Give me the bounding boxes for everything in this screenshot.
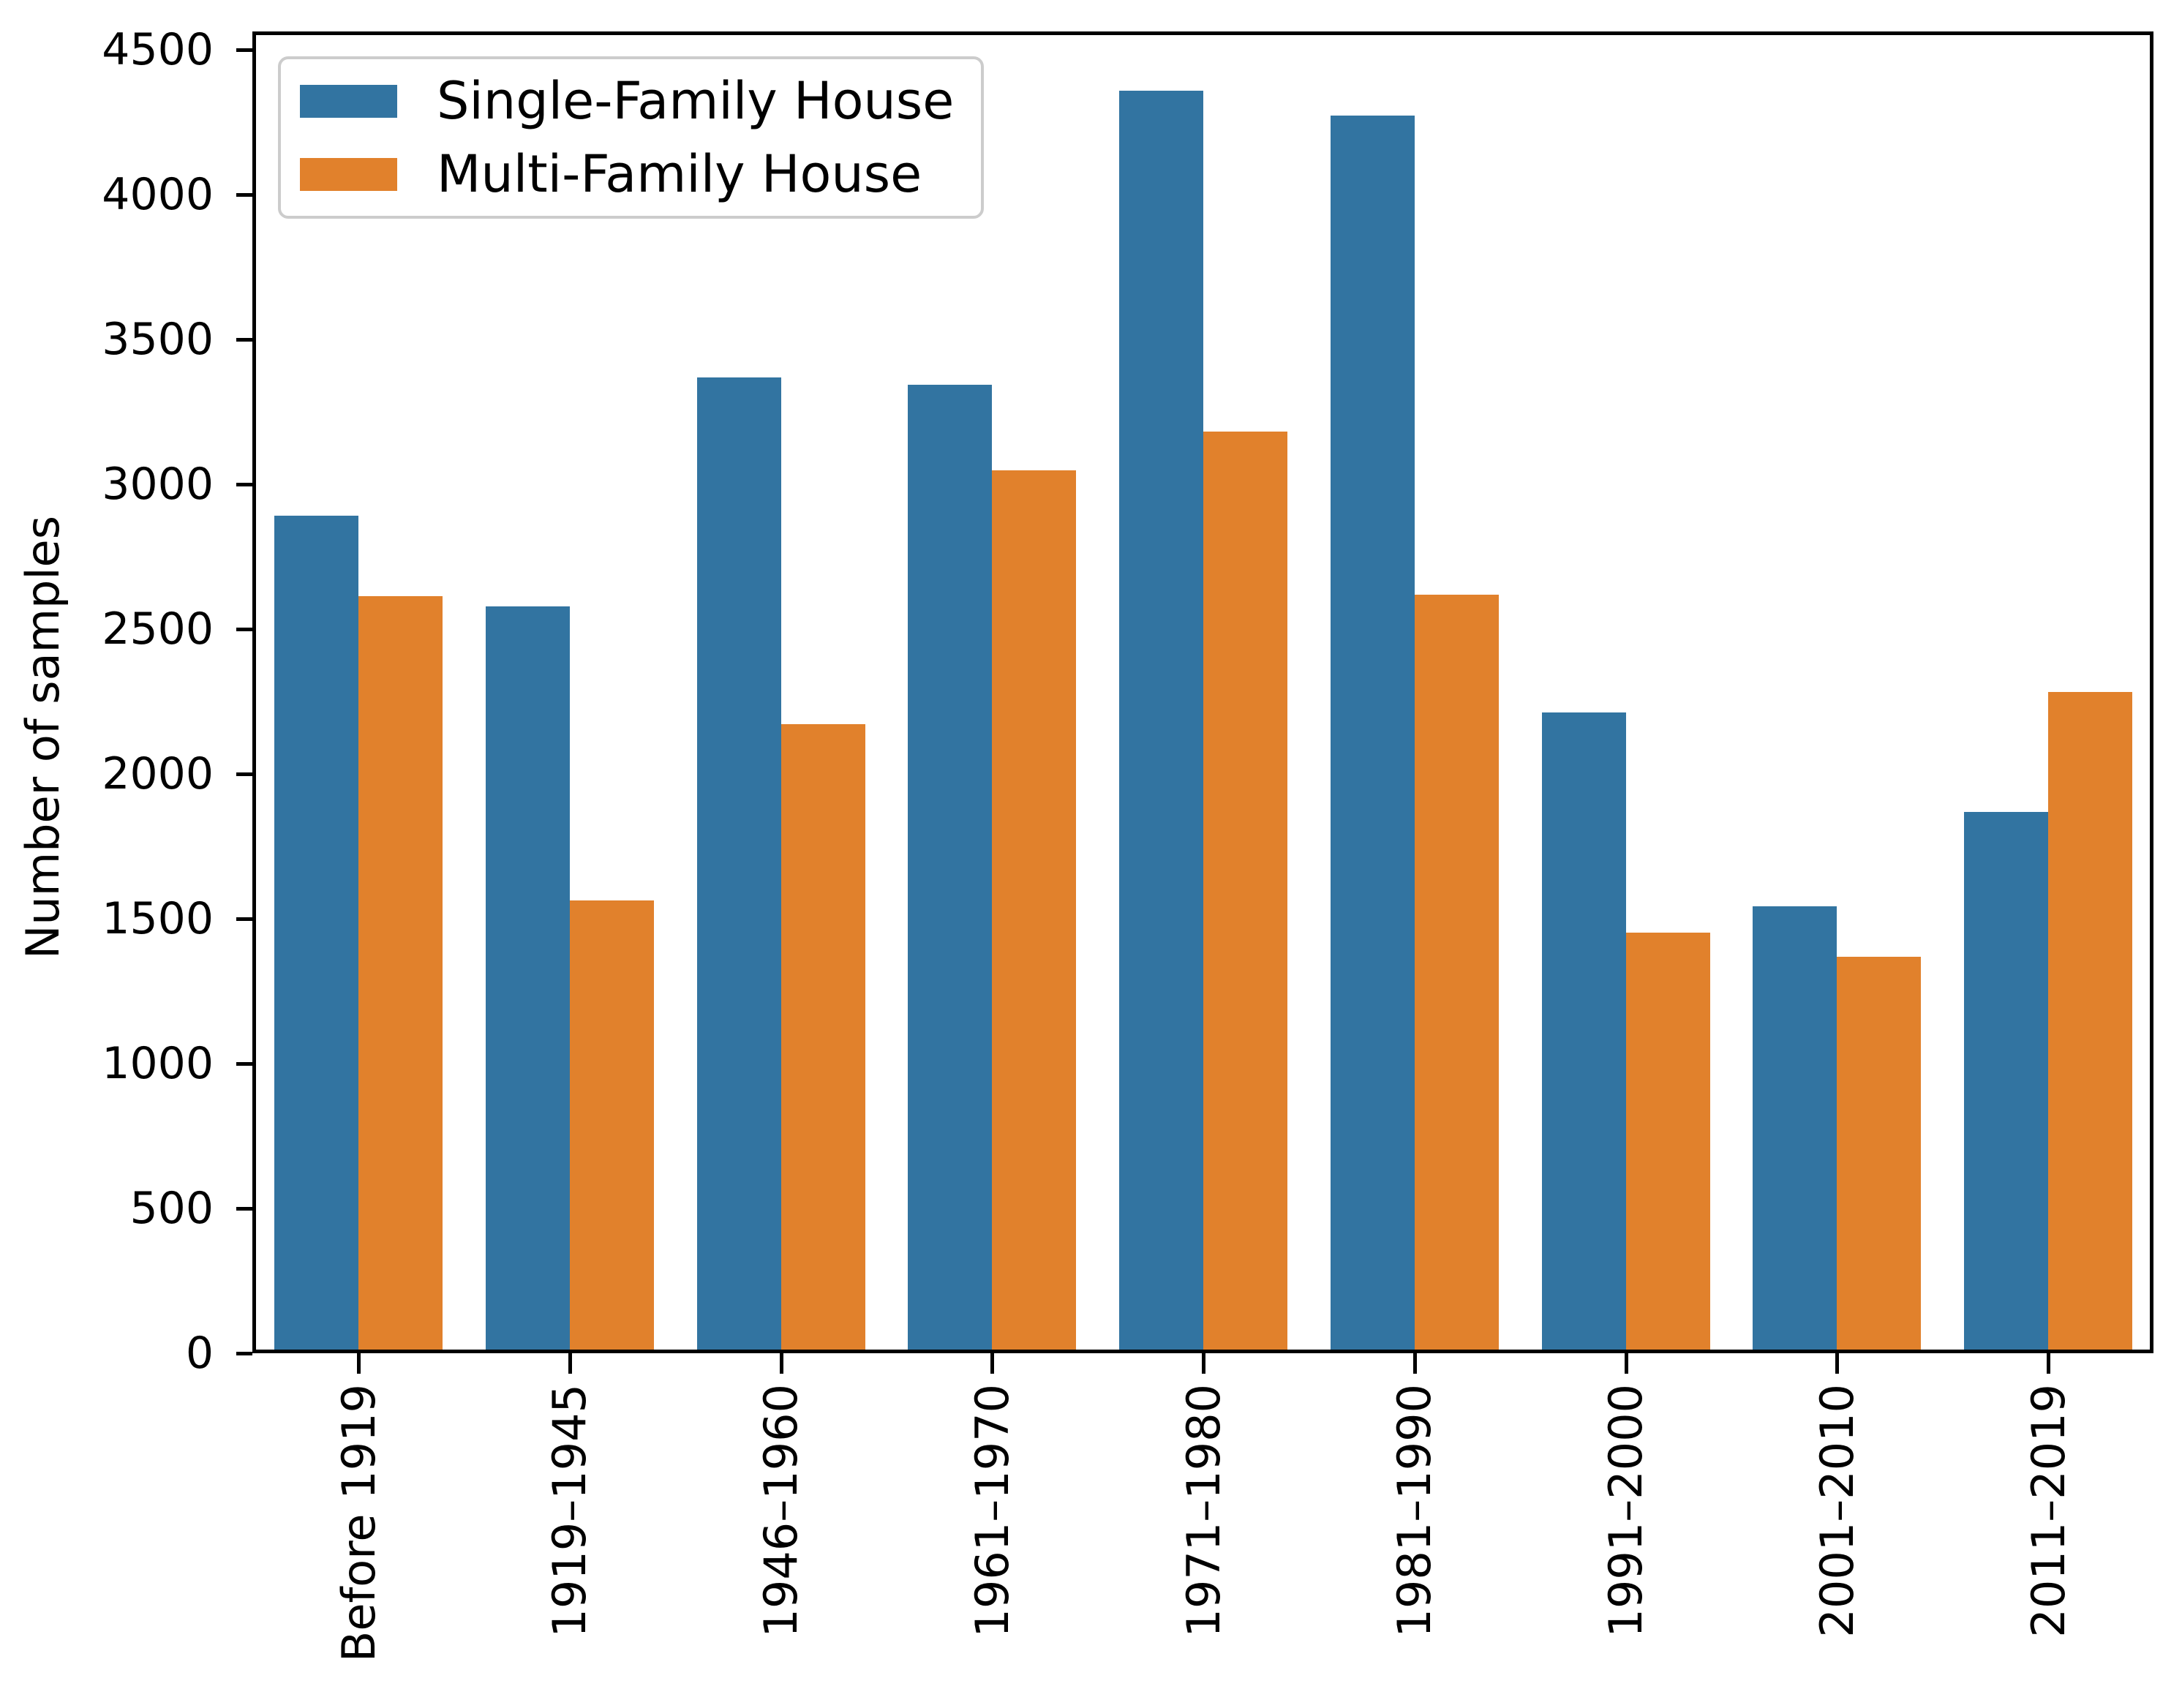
- x-tick-mark: [357, 1353, 361, 1374]
- bar-single-family-house-5: [1330, 116, 1415, 1350]
- legend-label: Single-Family House: [437, 70, 955, 131]
- plot-area: [252, 31, 2153, 1353]
- x-tick-label: 1981–1990: [1382, 1384, 1448, 1641]
- x-tick-mark: [1835, 1353, 1840, 1374]
- legend-label: Multi-Family House: [437, 143, 922, 204]
- y-tick-label: 1500: [102, 893, 214, 944]
- y-axis-label: Number of samples: [13, 516, 72, 962]
- x-tick-label-text: 1946–1960: [754, 1384, 808, 1638]
- x-tick-mark: [2047, 1353, 2050, 1374]
- bar-single-family-house-3: [908, 385, 993, 1350]
- x-tick-label: 2001–2010: [1804, 1384, 1870, 1641]
- x-tick-label: 2011–2019: [2015, 1384, 2081, 1641]
- bar-multi-family-house-5: [1414, 595, 1499, 1350]
- bar-single-family-house-2: [696, 377, 781, 1350]
- x-tick-mark: [568, 1353, 572, 1374]
- y-tick-mark: [236, 1207, 252, 1211]
- x-tick-label: 1919–1945: [537, 1384, 603, 1641]
- y-tick-label: 3500: [102, 314, 214, 365]
- y-tick-mark: [236, 1352, 252, 1355]
- y-tick-mark: [236, 483, 252, 486]
- y-tick-mark: [236, 193, 252, 197]
- x-tick-label: 1946–1960: [748, 1384, 814, 1641]
- bar-multi-family-house-3: [992, 470, 1077, 1350]
- bar-single-family-house-1: [485, 606, 570, 1350]
- x-tick-label-text: 1919–1945: [543, 1384, 597, 1638]
- bar-single-family-house-6: [1541, 712, 1626, 1350]
- x-tick-mark: [1412, 1353, 1417, 1374]
- x-tick-label-text: 1971–1980: [1176, 1384, 1230, 1638]
- x-tick-label: Before 1919: [326, 1384, 391, 1665]
- y-tick-label: 2000: [102, 748, 214, 800]
- bar-multi-family-house-6: [1625, 933, 1710, 1350]
- y-tick-label: 4500: [102, 24, 214, 75]
- y-tick-label: 0: [185, 1328, 214, 1379]
- y-tick-mark: [236, 628, 252, 631]
- y-tick-label: 3000: [102, 459, 214, 510]
- y-axis-label-text: Number of samples: [15, 516, 69, 959]
- y-tick-mark: [236, 48, 252, 52]
- bar-multi-family-house-2: [780, 724, 865, 1350]
- bar-multi-family-house-1: [569, 900, 654, 1350]
- bar-multi-family-house-4: [1203, 432, 1287, 1350]
- y-tick-mark: [236, 772, 252, 776]
- bar-multi-family-house-8: [2048, 692, 2132, 1350]
- y-tick-label: 1000: [102, 1038, 214, 1089]
- bar-single-family-house-8: [1964, 812, 2048, 1350]
- x-tick-mark: [779, 1353, 783, 1374]
- x-tick-label: 1991–2000: [1593, 1384, 1659, 1641]
- x-tick-label-text: 2001–2010: [1810, 1384, 1864, 1638]
- legend-item-single-family-house: Single-Family House: [300, 70, 981, 131]
- y-tick-mark: [236, 1062, 252, 1066]
- y-tick-label: 2500: [102, 603, 214, 655]
- x-tick-label: 1971–1980: [1170, 1384, 1236, 1641]
- bar-single-family-house-4: [1119, 91, 1203, 1350]
- x-tick-mark: [990, 1353, 995, 1374]
- x-tick-label-text: 1991–2000: [1599, 1384, 1652, 1638]
- x-tick-label: 1961–1970: [959, 1384, 1025, 1641]
- legend-swatch-single-family-house: [300, 84, 397, 118]
- y-tick-label: 4000: [102, 169, 214, 220]
- y-tick-mark: [236, 917, 252, 921]
- bar-single-family-house-0: [274, 516, 358, 1350]
- bar-single-family-house-7: [1753, 906, 1837, 1350]
- x-tick-label-text: Before 1919: [331, 1384, 385, 1663]
- y-tick-mark: [236, 338, 252, 342]
- bar-multi-family-house-7: [1837, 957, 1922, 1350]
- x-tick-label-text: 1961–1970: [965, 1384, 1019, 1638]
- legend-swatch-multi-family-house: [300, 157, 397, 191]
- y-tick-label: 500: [129, 1183, 214, 1234]
- legend-item-multi-family-house: Multi-Family House: [300, 143, 981, 204]
- x-tick-label-text: 2011–2019: [2021, 1384, 2075, 1638]
- bar-multi-family-house-0: [358, 596, 443, 1350]
- x-tick-label-text: 1981–1990: [1388, 1384, 1442, 1638]
- legend: Single-Family House Multi-Family House: [278, 56, 984, 219]
- x-tick-mark: [1624, 1353, 1628, 1374]
- x-tick-mark: [1202, 1353, 1205, 1374]
